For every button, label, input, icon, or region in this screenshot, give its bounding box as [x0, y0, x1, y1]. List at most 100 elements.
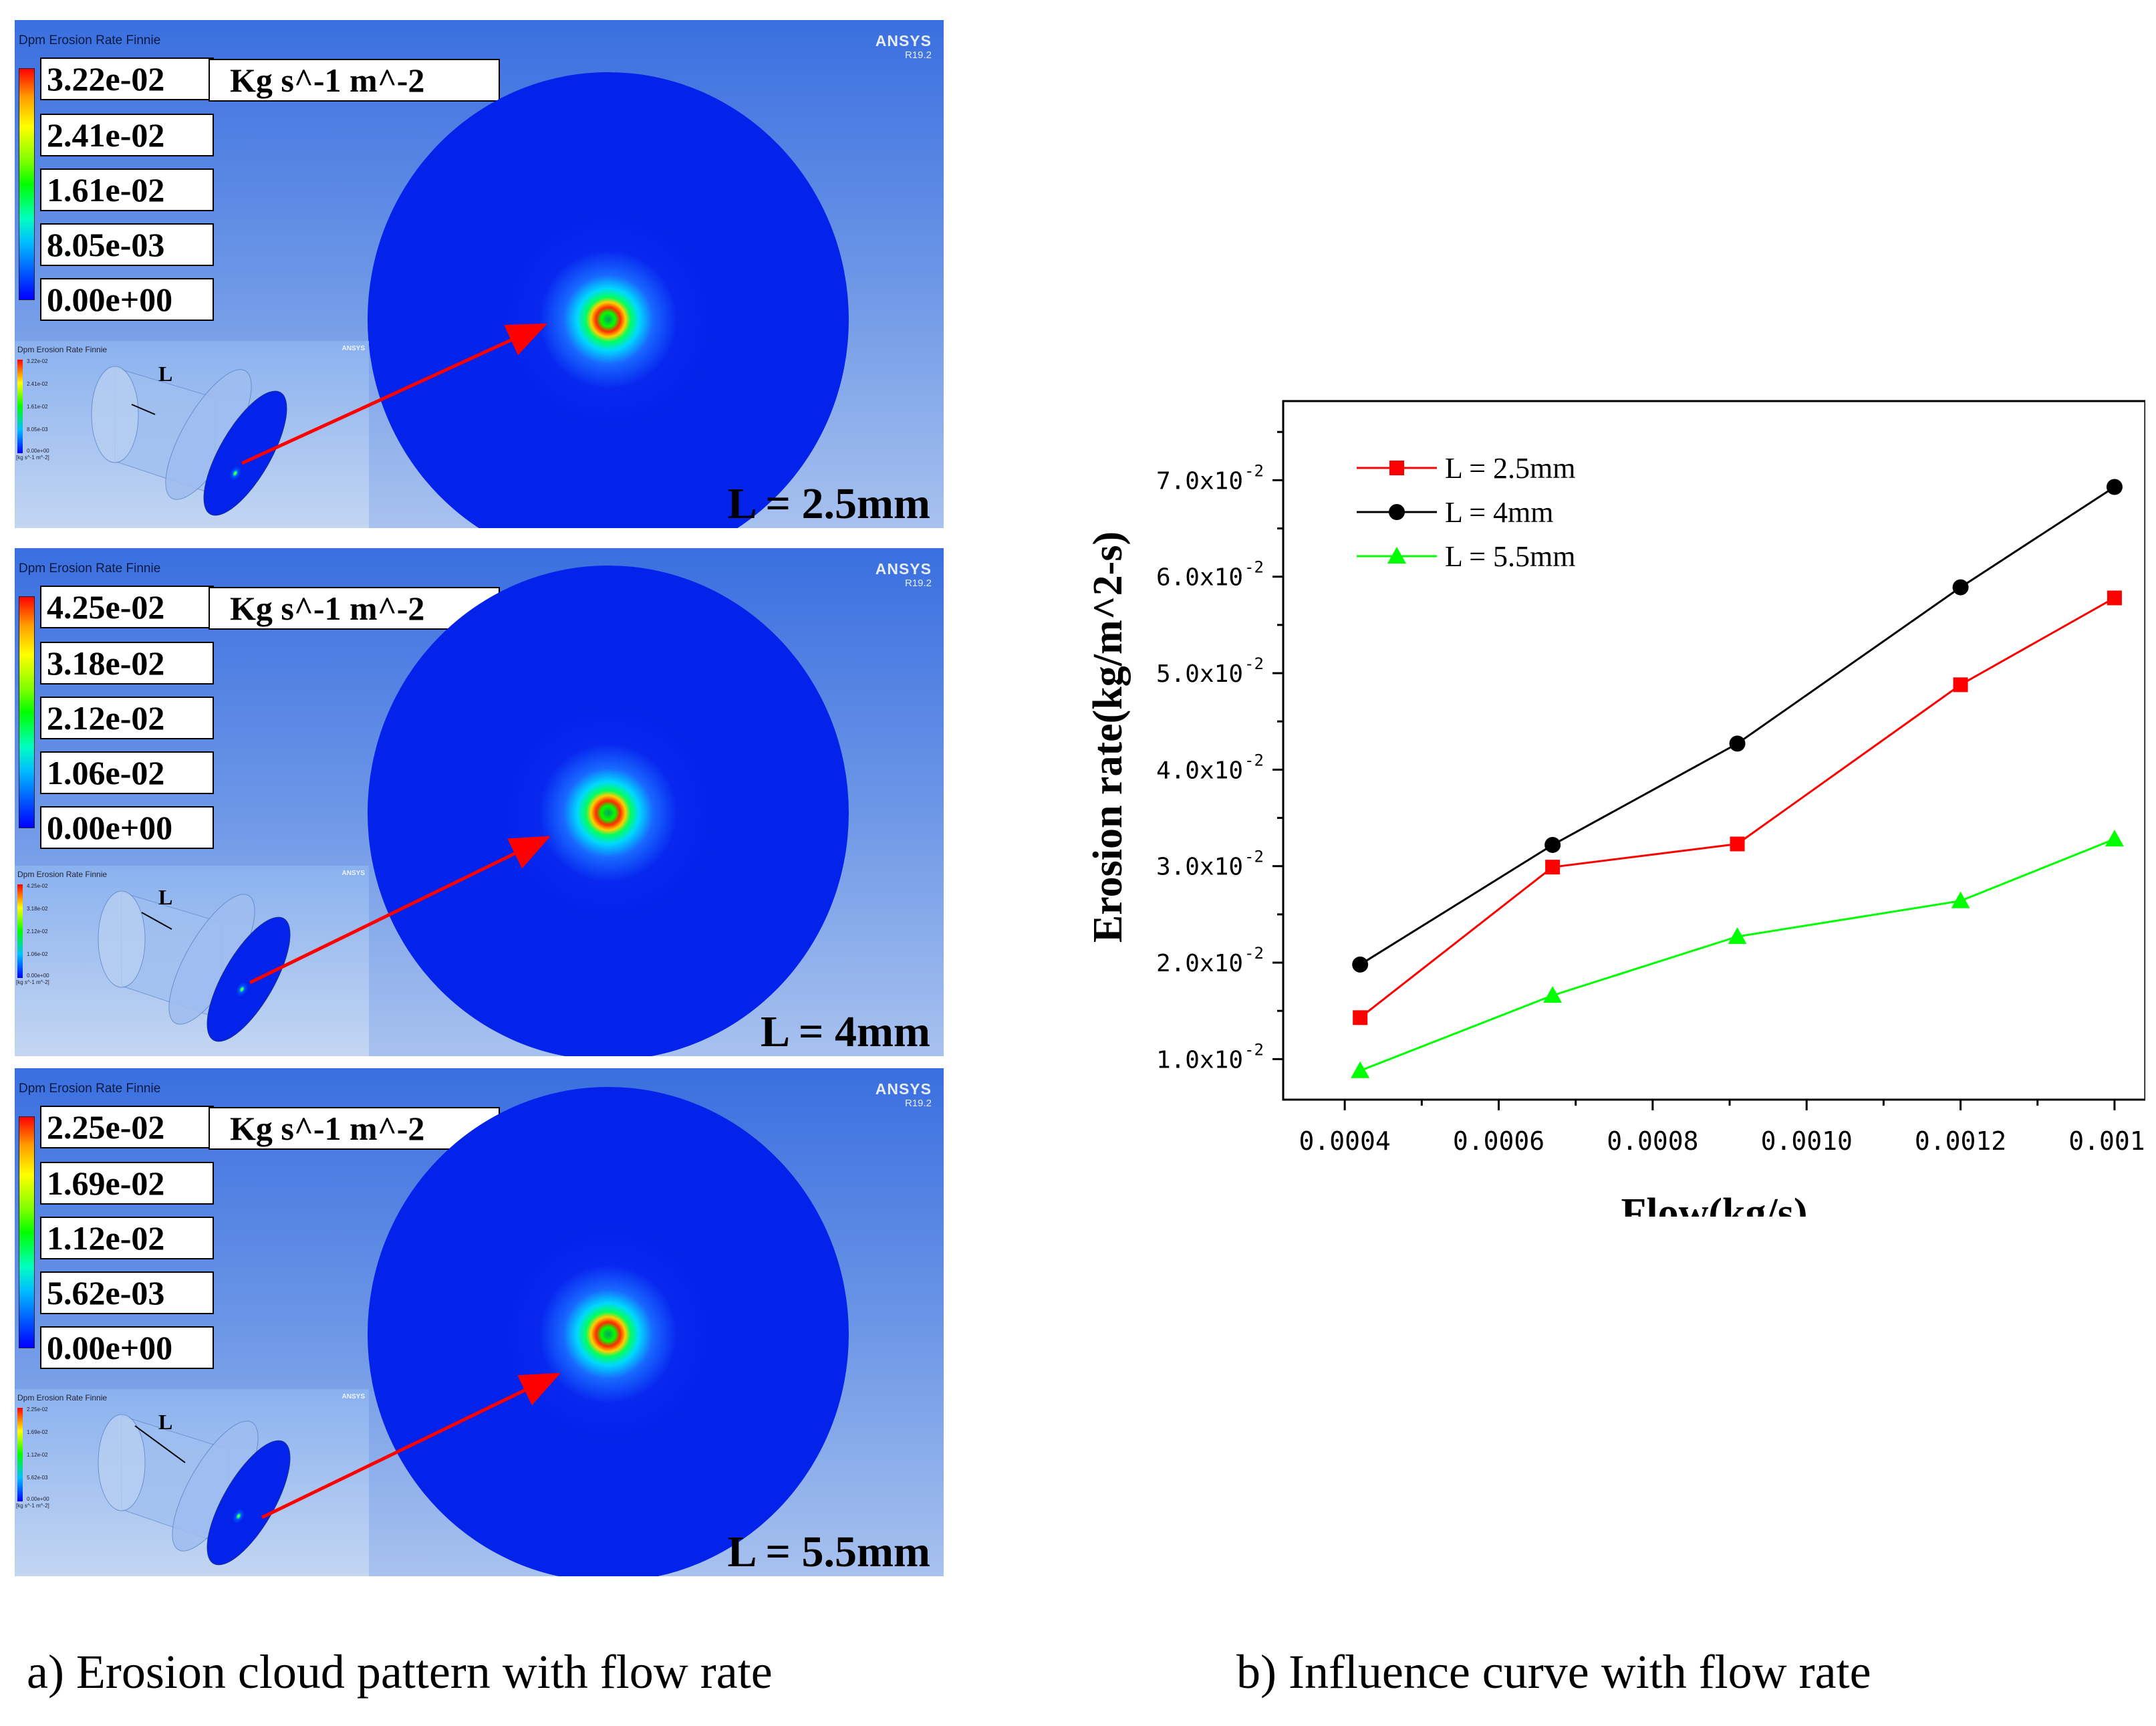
legend-label: L = 5.5mm [1445, 540, 1576, 573]
pointer-arrow [261, 1372, 561, 1519]
y-tick-exponent: -2 [1244, 654, 1264, 673]
colorbar-tick-label: 2.12e-02 [40, 697, 214, 739]
nozzle-geometry-drawing: L [98, 885, 291, 1042]
pointer-arrow [249, 836, 551, 985]
series-marker-square [1953, 677, 1968, 693]
inset-ansys-logo: ANSYS [342, 1393, 365, 1400]
y-tick-exponent: -2 [1244, 944, 1264, 963]
inset-colorbar [17, 884, 23, 978]
colorbar-tick-label: 0.00e+00 [40, 278, 214, 321]
colorbar-tick-label: 2.25e-02 [40, 1106, 214, 1148]
dimension-label: L [158, 362, 172, 386]
inset-colorbar [17, 1408, 23, 1501]
colorbar-tick-label: 5.62e-03 [40, 1271, 214, 1314]
plot-frame [1282, 400, 2145, 1101]
ansys-logo-text: ANSYS [875, 1080, 932, 1098]
colorbar-tick-label: 1.61e-02 [40, 168, 214, 211]
ansys-logo-text: ANSYS [875, 560, 932, 578]
inset-unit: [kg s^-1 m^-2] [16, 1503, 49, 1509]
series-marker-circle [1729, 735, 1746, 752]
inset-tick-label: 0.00e+00 [27, 973, 49, 979]
inset-ansys-logo: ANSYS [342, 345, 365, 352]
caption-b: b) Influence curve with flow rate [1236, 1645, 1871, 1699]
series-marker-circle [1389, 504, 1405, 520]
colorbar-tick-label: 3.18e-02 [40, 642, 214, 685]
y-tick-label: 7.0x10 [1156, 467, 1243, 495]
x-tick-label: 0.0008 [1607, 1126, 1698, 1156]
inset-tick-label: 4.25e-02 [27, 883, 48, 889]
inset-ansys-logo: ANSYS [342, 870, 365, 877]
inset-unit: [kg s^-1 m^-2] [16, 455, 49, 461]
ansys-version: R19.2 [904, 49, 932, 61]
series-marker-square [2107, 590, 2122, 606]
ansys-version: R19.2 [904, 578, 932, 589]
inset-tick-label: 5.62e-03 [27, 1475, 48, 1481]
colorbar-tick-label: 3.22e-02 [40, 57, 214, 100]
nozzle-geometry-drawing: L [98, 1410, 291, 1566]
colorbar [19, 68, 35, 300]
series-marker-circle [2106, 479, 2123, 495]
inset-tick-label: 2.25e-02 [27, 1406, 48, 1412]
dimension-label: L [158, 885, 172, 909]
case-label: L = 4mm [761, 1007, 930, 1056]
inset-title: Dpm Erosion Rate Finnie [17, 345, 108, 354]
panel-title: Dpm Erosion Rate Finnie [19, 33, 161, 47]
x-tick-label: 0.0014 [2068, 1126, 2145, 1156]
series-2 [1352, 479, 2123, 973]
geometry-inset: Dpm Erosion Rate Finnie ANSYS 2.25e-02 1… [15, 1389, 369, 1576]
inset-tick-label: 2.41e-02 [27, 381, 48, 387]
y-axis-label: Erosion rate(kg/m^2-s) [1085, 531, 1131, 943]
series-line [1359, 597, 2115, 1019]
inset-tick-label: 1.61e-02 [27, 404, 48, 410]
series-marker-triangle [1351, 1061, 1370, 1078]
series-marker-circle [1952, 579, 1969, 596]
colorbar-tick-label: 0.00e+00 [40, 806, 214, 849]
inset-tick-label: 3.18e-02 [27, 906, 48, 912]
geometry-inset: Dpm Erosion Rate Finnie ANSYS 3.22e-02 2… [15, 341, 369, 528]
ansys-logo: ANSYS R19.2 [875, 1082, 932, 1111]
series-marker-circle [1352, 956, 1369, 973]
y-tick-label: 5.0x10 [1156, 660, 1243, 688]
pointer-arrows [241, 323, 561, 1519]
series-marker-triangle [1387, 547, 1406, 564]
contour-panel-1: Dpm Erosion Rate Finnie ANSYS R19.2 3.22e… [15, 20, 944, 528]
x-tick-label: 0.0006 [1453, 1126, 1544, 1156]
colorbar-tick-label: 0.00e+00 [40, 1326, 214, 1369]
influence-chart: 0.0004 0.0006 0.0008 0.0010 0.0012 0.0014 1.0x… [1085, 400, 2145, 1217]
caption-a: a) Erosion cloud pattern with flow rate [27, 1645, 773, 1699]
x-tick-label: 0.0012 [1915, 1126, 2006, 1156]
inset-colorbar [17, 360, 23, 453]
series-marker-triangle [1728, 927, 1747, 945]
case-label: L = 2.5mm [727, 479, 930, 528]
series-marker-circle [1544, 836, 1561, 853]
pointer-arrow [241, 323, 548, 465]
colorbar [19, 1116, 35, 1348]
inset-tick-label: 3.22e-02 [27, 358, 48, 364]
ansys-version: R19.2 [904, 1098, 932, 1109]
inset-unit: [kg s^-1 m^-2] [16, 979, 49, 985]
inset-tick-label: 2.12e-02 [27, 929, 48, 935]
inset-tick-label: 1.12e-02 [27, 1452, 48, 1458]
contour-panel-3: Dpm Erosion Rate Finnie ANSYS R19.2 2.25e… [15, 1068, 944, 1576]
y-tick-label: 3.0x10 [1156, 854, 1243, 881]
inset-tick-label: 1.69e-02 [27, 1429, 48, 1435]
colorbar-tick-label: 2.41e-02 [40, 114, 214, 156]
series-marker-triangle [2105, 830, 2124, 847]
ansys-logo: ANSYS R19.2 [875, 33, 932, 63]
inset-tick-label: 0.00e+00 [27, 1496, 49, 1502]
unit-label: Kg s^-1 m^-2 [209, 59, 500, 102]
colorbar-tick-label: 1.69e-02 [40, 1162, 214, 1205]
inset-tick-label: 0.00e+00 [27, 448, 49, 454]
panel-title: Dpm Erosion Rate Finnie [19, 1082, 161, 1096]
ansys-logo: ANSYS R19.2 [875, 562, 932, 591]
colorbar-tick-label: 4.25e-02 [40, 586, 214, 628]
inset-tick-label: 8.05e-03 [27, 426, 48, 433]
colorbar-tick-label: 8.05e-03 [40, 223, 214, 266]
series-marker-square [1730, 836, 1745, 852]
legend-label: L = 2.5mm [1445, 452, 1576, 485]
series-marker-square [1353, 1010, 1368, 1025]
colorbar-tick-label: 1.06e-02 [40, 751, 214, 794]
y-tick-label: 1.0x10 [1156, 1046, 1243, 1074]
inset-tick-label: 1.06e-02 [27, 951, 48, 957]
geometry-inset: Dpm Erosion Rate Finnie ANSYS 4.25e-02 3… [15, 866, 369, 1056]
